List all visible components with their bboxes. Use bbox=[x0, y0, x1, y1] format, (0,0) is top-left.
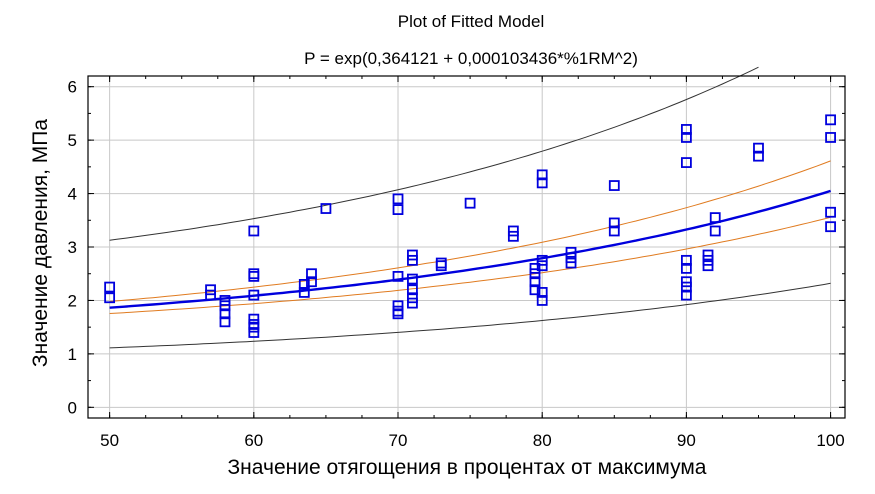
data-point bbox=[306, 276, 317, 288]
data-point bbox=[702, 260, 714, 272]
data-point bbox=[464, 197, 476, 209]
data-point bbox=[608, 217, 620, 229]
data-point bbox=[104, 292, 116, 304]
data-point bbox=[753, 142, 764, 154]
x-tick-label: 80 bbox=[533, 431, 552, 450]
data-point bbox=[565, 257, 577, 269]
x-tick-label: 100 bbox=[816, 431, 844, 450]
data-point bbox=[407, 284, 418, 296]
y-tick-label: 5 bbox=[68, 131, 77, 150]
x-axis-label: Значение отягощения в процентах от макси… bbox=[228, 456, 707, 479]
data-point bbox=[219, 308, 231, 320]
data-point bbox=[536, 260, 548, 272]
data-point bbox=[248, 270, 260, 282]
chart-title: Plot of Fitted Model bbox=[398, 12, 544, 31]
data-point bbox=[680, 281, 692, 293]
data-point bbox=[529, 284, 541, 296]
data-point bbox=[219, 300, 231, 312]
data-point bbox=[825, 114, 836, 126]
data-point bbox=[392, 270, 404, 282]
data-point bbox=[536, 287, 548, 298]
data-point bbox=[298, 279, 310, 290]
data-point bbox=[709, 212, 721, 224]
grid bbox=[88, 76, 845, 418]
data-point bbox=[825, 206, 836, 218]
data-point bbox=[680, 262, 692, 274]
data-point bbox=[392, 193, 404, 205]
data-point bbox=[536, 169, 548, 181]
data-point bbox=[529, 276, 541, 288]
data-point bbox=[680, 289, 692, 301]
data-point bbox=[104, 281, 116, 293]
chart-subtitle: P = exp(0,364121 + 0,000103436*%1RM^2) bbox=[304, 49, 638, 68]
y-axis-label: Значение давления, МПа bbox=[29, 119, 52, 367]
data-point bbox=[680, 124, 692, 135]
x-tick-label: 60 bbox=[244, 431, 263, 450]
prediction-lower-curve bbox=[109, 282, 831, 349]
data-point bbox=[507, 230, 519, 242]
y-tick-label: 3 bbox=[68, 238, 77, 257]
data-point bbox=[825, 221, 836, 233]
data-points bbox=[104, 114, 836, 338]
prediction-upper-curve bbox=[109, 66, 759, 241]
x-tick-label: 50 bbox=[100, 431, 119, 450]
data-point bbox=[219, 316, 231, 328]
data-point bbox=[608, 225, 620, 237]
data-point bbox=[529, 268, 541, 280]
data-point bbox=[536, 177, 548, 189]
data-point bbox=[248, 289, 260, 301]
y-tick-label: 0 bbox=[68, 398, 77, 417]
data-point bbox=[320, 203, 332, 214]
x-tick-label: 70 bbox=[389, 431, 408, 450]
data-point bbox=[392, 204, 404, 215]
y-tick-label: 6 bbox=[68, 78, 77, 97]
data-point bbox=[435, 260, 447, 272]
data-point bbox=[680, 254, 692, 266]
confidence-upper-curve bbox=[109, 160, 831, 302]
data-point bbox=[680, 157, 692, 168]
data-point bbox=[205, 289, 216, 301]
data-point bbox=[298, 287, 310, 298]
data-point bbox=[680, 132, 692, 143]
data-point bbox=[407, 273, 418, 285]
data-point bbox=[608, 180, 620, 191]
data-point bbox=[392, 308, 404, 320]
data-point bbox=[407, 254, 418, 266]
data-point bbox=[248, 225, 260, 237]
data-point bbox=[248, 327, 260, 338]
data-point bbox=[536, 295, 548, 306]
data-point bbox=[306, 268, 317, 280]
data-point bbox=[407, 297, 418, 309]
axis-ticks: 50 60 70 80 90 100 0 1 2 3 4 5 6 bbox=[68, 76, 845, 450]
data-point bbox=[753, 150, 764, 162]
data-point bbox=[709, 225, 721, 237]
y-tick-label: 1 bbox=[68, 345, 77, 364]
data-point bbox=[435, 257, 447, 269]
x-tick-label: 90 bbox=[677, 431, 696, 450]
y-tick-label: 4 bbox=[68, 185, 77, 204]
y-tick-label: 2 bbox=[68, 291, 77, 310]
data-point bbox=[825, 132, 836, 143]
